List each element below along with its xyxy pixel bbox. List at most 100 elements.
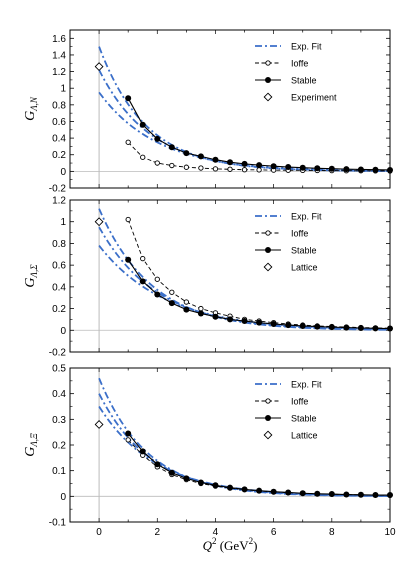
stable-point xyxy=(197,310,204,317)
legend: Exp. Fit Ioffe Stable Lattice xyxy=(255,212,322,273)
stable-point xyxy=(227,316,233,323)
legend-label-2: Ioffe xyxy=(291,397,308,407)
expfit-series xyxy=(98,208,390,331)
reference-point xyxy=(94,420,104,429)
stable-point xyxy=(168,469,175,476)
stable-point xyxy=(241,160,248,167)
stable-line xyxy=(127,433,390,496)
stable-point xyxy=(343,166,350,173)
ioffe-point xyxy=(198,305,204,312)
stable-point xyxy=(372,492,379,499)
expfit-curve-1 xyxy=(98,377,390,497)
x-axis-label: Q2 (GeV2) xyxy=(203,536,258,553)
legend-ioffe-marker xyxy=(265,230,271,236)
y-tick-label: 0.6 xyxy=(52,261,66,272)
stable-point xyxy=(183,150,190,157)
reference-point xyxy=(94,62,104,72)
legend-label-1: Exp. Fit xyxy=(291,380,322,390)
y-axis-label: GΛ,N xyxy=(23,96,39,121)
legend-reference-marker xyxy=(263,430,273,440)
ioffe-point xyxy=(125,216,131,223)
y-tick-label: 0.5 xyxy=(52,364,66,375)
legend-label-1: Exp. Fit xyxy=(291,212,322,222)
stable-point xyxy=(212,156,219,163)
stable-point xyxy=(125,95,132,102)
ioffe-point xyxy=(227,166,233,172)
y-tick-label: 0.4 xyxy=(52,282,66,293)
stable-point xyxy=(183,475,190,482)
legend-label-4: Lattice xyxy=(291,431,318,441)
legend: Exp. Fit Ioffe Stable Experiment xyxy=(255,42,337,103)
stable-point xyxy=(154,461,161,468)
x-tick-label: 8 xyxy=(329,527,335,538)
panel-1: -0.2 0 0.2 0.4 0.6 0.8 1 1.2 1.4 1.6 GΛ,N Exp. Fit I… xyxy=(23,29,393,195)
y-tick-label: 1.6 xyxy=(52,34,66,45)
legend-reference-marker xyxy=(263,92,273,102)
stable-point xyxy=(328,324,335,331)
stable-point xyxy=(212,482,219,489)
reference-point xyxy=(94,217,104,227)
y-tick-label: 0.8 xyxy=(52,100,66,111)
panel-2: -0.2 0 0.2 0.4 0.6 0.8 1 1.2 GΛ,Σ Exp. Fit Ioffe St… xyxy=(23,196,393,359)
y-tick-label: 0.4 xyxy=(52,134,66,145)
stable-point xyxy=(154,291,161,298)
expfit-curve-1 xyxy=(98,208,390,331)
expfit-series xyxy=(98,46,390,173)
y-tick-label: 0.2 xyxy=(52,441,66,452)
stable-point xyxy=(256,487,263,494)
plot-frame xyxy=(69,367,391,523)
stable-point xyxy=(270,320,277,327)
stable-point xyxy=(125,256,132,263)
y-axis-label: GΛ,Σ xyxy=(23,264,39,288)
stable-point xyxy=(387,166,393,173)
expfit-curve-2 xyxy=(98,226,390,331)
stable-point xyxy=(299,322,306,329)
ioffe-line xyxy=(127,439,391,496)
y-tick-label: 0.2 xyxy=(52,304,66,315)
x-tick-label: 2 xyxy=(154,527,160,538)
y-tick-label: 0.2 xyxy=(52,150,66,161)
legend-stable-marker xyxy=(265,415,271,421)
stable-point xyxy=(285,164,292,171)
stable-point xyxy=(270,163,277,170)
plot-frame xyxy=(69,199,391,353)
ioffe-point xyxy=(154,160,160,166)
x-tick-label: 0 xyxy=(96,527,102,538)
stable-point xyxy=(314,490,321,497)
stable-point xyxy=(314,165,321,172)
ioffe-point xyxy=(241,167,248,173)
stable-point xyxy=(241,318,248,325)
legend-label-2: Ioffe xyxy=(291,229,308,239)
stable-point xyxy=(328,491,335,498)
stable-point xyxy=(372,166,379,173)
y-tick-label: -0.2 xyxy=(49,348,67,359)
legend-label-3: Stable xyxy=(291,246,317,256)
x-tick-label: 6 xyxy=(271,527,277,538)
y-tick-label: 0 xyxy=(60,492,66,503)
legend-stable-marker xyxy=(265,77,271,83)
stable-point xyxy=(343,324,350,331)
legend-label-4: Experiment xyxy=(291,93,337,103)
legend-label-3: Stable xyxy=(291,76,317,86)
stable-line xyxy=(127,259,391,330)
legend-label-4: Lattice xyxy=(291,263,318,273)
stable-point xyxy=(227,484,233,491)
ioffe-point xyxy=(140,255,146,262)
stable-point xyxy=(168,144,175,151)
ioffe-point xyxy=(154,276,160,282)
ioffe-point xyxy=(198,165,204,171)
panel-3: -0.1 0 0.1 0.2 0.3 0.4 0.5 0 2 4 6 8 10 GΛ,Ξ Q2 (GeV2)… xyxy=(23,364,396,554)
stable-point xyxy=(372,325,379,332)
stable-point xyxy=(299,164,306,171)
stable-point xyxy=(387,492,393,499)
y-tick-label: -0.2 xyxy=(49,184,67,195)
stable-point xyxy=(357,325,364,332)
stable-point xyxy=(270,488,277,495)
y-tick-label: 0.1 xyxy=(52,466,66,477)
plot-frame xyxy=(69,29,391,189)
legend-reference-marker xyxy=(263,262,273,272)
stable-point xyxy=(328,165,335,172)
y-tick-label: 0.4 xyxy=(52,389,66,400)
ioffe-point xyxy=(212,166,219,172)
